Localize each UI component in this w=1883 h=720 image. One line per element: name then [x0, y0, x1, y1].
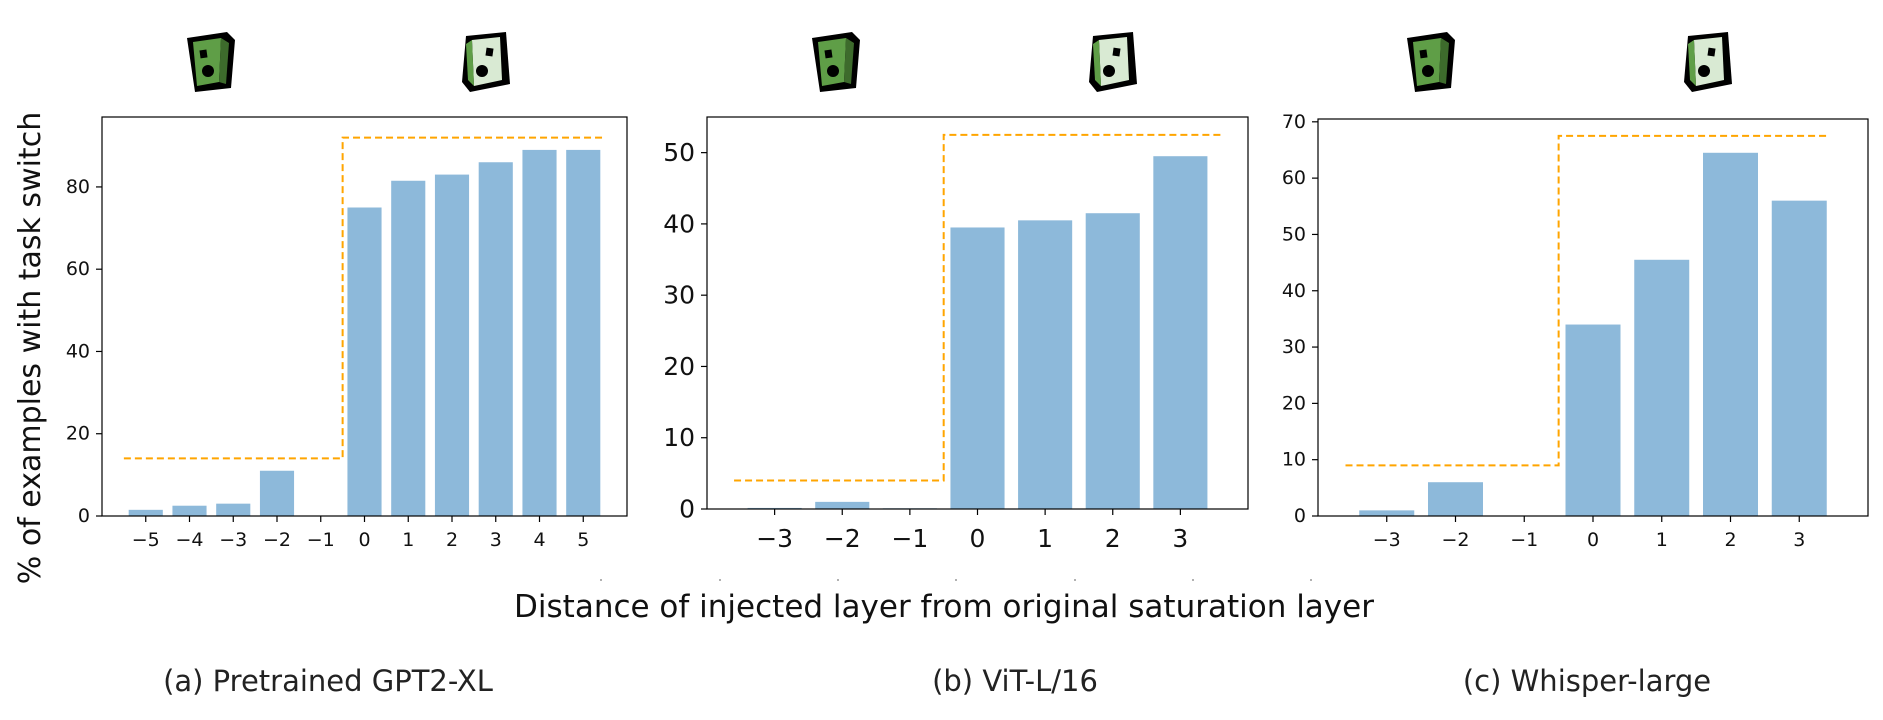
- y-tick-label: 60: [66, 258, 90, 280]
- x-tick-label: −3: [1373, 529, 1401, 551]
- y-tick-label: 0: [1294, 505, 1306, 527]
- caption-c: (c) Whisper-large: [1463, 664, 1711, 698]
- bar-3: [478, 162, 513, 516]
- x-tick-label: −2: [824, 524, 861, 553]
- x-tick-label: −2: [263, 529, 291, 551]
- x-tick-label: 1: [402, 529, 414, 551]
- x-tick-label: −2: [1441, 529, 1469, 551]
- y-tick-label: 40: [663, 209, 695, 238]
- panel-vit-l16: 0 10 20 30 40 50 −3 −2 −1 0 1 2 3: [663, 116, 1249, 553]
- bar-0: [347, 207, 382, 516]
- caption-b: (b) ViT-L/16: [932, 664, 1098, 698]
- bar-1: [1018, 220, 1073, 509]
- caption-a: (a) Pretrained GPT2-XL: [163, 664, 493, 698]
- switch-on-icon: [1089, 32, 1137, 92]
- y-tick-label: 40: [66, 340, 90, 362]
- x-tick-label: 2: [1724, 529, 1736, 551]
- bar--5: [128, 509, 163, 516]
- bar--2: [815, 501, 870, 509]
- switch-off-icon: [812, 32, 860, 92]
- bar-0: [950, 227, 1005, 510]
- x-axis-label: Distance of injected layer from original…: [514, 589, 1374, 625]
- y-tick-label: 50: [1282, 223, 1306, 245]
- bar--3: [1359, 510, 1415, 516]
- x-tick-label: −3: [756, 524, 793, 553]
- threshold-line: [123, 136, 606, 460]
- x-tick-label: 2: [1105, 524, 1121, 553]
- bar-3: [1771, 200, 1827, 517]
- x-tick-label: 3: [490, 529, 502, 551]
- bar-2: [1085, 213, 1140, 509]
- x-tick-label: 3: [1793, 529, 1805, 551]
- x-tick-label: −3: [219, 529, 247, 551]
- y-tick-label: 0: [78, 505, 90, 527]
- y-tick-label: 20: [66, 423, 90, 445]
- y-tick-label: 10: [1282, 449, 1306, 471]
- y-tick-label: 30: [1282, 336, 1306, 358]
- x-tick-label: 4: [533, 529, 545, 551]
- switch-off-icon: [1407, 32, 1455, 92]
- y-tick-label: 60: [1282, 167, 1306, 189]
- bar--4: [172, 505, 207, 516]
- x-tick-label: 1: [1656, 529, 1668, 551]
- panel-whisper-large: 0 10 20 30 40 50 60 70 −3 −2 −1 0 1 2 3: [1282, 111, 1869, 551]
- bar--3: [216, 503, 251, 516]
- x-tick-label: −4: [175, 529, 203, 551]
- y-axis-label: % of examples with task switch: [13, 112, 48, 584]
- bar-1: [1634, 259, 1690, 516]
- x-tick-label: −1: [307, 529, 335, 551]
- bar-1: [391, 180, 426, 516]
- dotted-guides: [600, 579, 1312, 581]
- x-tick-label: 2: [446, 529, 458, 551]
- switch-on-icon: [462, 32, 510, 92]
- x-tick-label: 3: [1172, 524, 1188, 553]
- panel-gpt2-xl: 0 20 40 60 80 −5 −4 −3 −2 −1 0 1 2 3 4 5: [66, 116, 628, 551]
- bar-2: [434, 174, 470, 516]
- bar-3: [1153, 156, 1208, 509]
- x-tick-label: 0: [970, 524, 986, 553]
- x-tick-label: −5: [132, 529, 160, 551]
- y-tick-label: 30: [663, 281, 695, 310]
- y-tick-label: 50: [663, 138, 695, 167]
- threshold-line: [1345, 134, 1827, 467]
- bar--2: [1428, 482, 1483, 516]
- y-tick-label: 80: [66, 176, 90, 198]
- x-tick-label: 0: [1587, 529, 1599, 551]
- bar-2: [1703, 152, 1758, 516]
- y-tick-label: 10: [663, 423, 695, 452]
- switch-off-icon: [187, 32, 235, 92]
- y-tick-label: 0: [679, 495, 695, 524]
- x-tick-label: 5: [577, 529, 589, 551]
- y-tick-label: 70: [1282, 111, 1306, 133]
- bar-0: [1565, 324, 1621, 516]
- threshold-line: [734, 133, 1221, 482]
- y-tick-label: 20: [1282, 392, 1306, 414]
- x-tick-label: −1: [891, 524, 928, 553]
- x-tick-label: 0: [358, 529, 370, 551]
- y-tick-label: 40: [1282, 280, 1306, 302]
- bar--2: [259, 470, 295, 516]
- y-tick-label: 20: [663, 352, 695, 381]
- switch-on-icon: [1684, 32, 1732, 92]
- bar-4: [522, 149, 557, 516]
- x-tick-label: −1: [1510, 529, 1538, 551]
- x-tick-label: 1: [1037, 524, 1053, 553]
- bar-5: [566, 149, 601, 516]
